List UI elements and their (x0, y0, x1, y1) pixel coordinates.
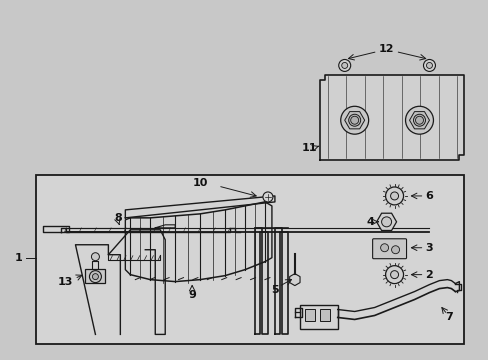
Circle shape (91, 253, 99, 261)
Text: 6: 6 (425, 191, 432, 201)
Circle shape (92, 274, 98, 280)
Text: 9: 9 (188, 289, 196, 300)
Circle shape (341, 62, 347, 68)
Circle shape (89, 271, 101, 283)
Text: 5: 5 (270, 284, 278, 294)
Circle shape (380, 244, 388, 252)
Text: 13: 13 (58, 276, 73, 287)
Text: 2: 2 (425, 270, 432, 280)
FancyBboxPatch shape (372, 239, 406, 259)
Text: 12: 12 (378, 44, 393, 54)
Bar (36, 175, 464, 345)
Text: 3: 3 (425, 243, 432, 253)
Circle shape (415, 116, 423, 124)
Circle shape (263, 192, 272, 202)
Bar (299, 305, 337, 329)
Circle shape (348, 114, 360, 126)
Text: 4: 4 (366, 217, 374, 227)
Polygon shape (319, 75, 464, 160)
Circle shape (338, 59, 350, 71)
Circle shape (423, 59, 435, 71)
Circle shape (350, 116, 358, 124)
Bar (85, 269, 105, 283)
Text: 7: 7 (445, 312, 452, 323)
Circle shape (426, 62, 431, 68)
Bar (319, 310, 329, 321)
Circle shape (390, 271, 398, 279)
Text: 1: 1 (15, 253, 22, 263)
Circle shape (390, 192, 398, 200)
Text: 8: 8 (114, 213, 122, 223)
Circle shape (391, 246, 399, 254)
Circle shape (385, 187, 403, 205)
Circle shape (413, 114, 425, 126)
Bar (304, 310, 314, 321)
Circle shape (385, 266, 403, 284)
Circle shape (340, 106, 368, 134)
Text: 11: 11 (302, 143, 317, 153)
Circle shape (405, 106, 432, 134)
Circle shape (381, 217, 391, 227)
Text: 10: 10 (192, 178, 207, 188)
